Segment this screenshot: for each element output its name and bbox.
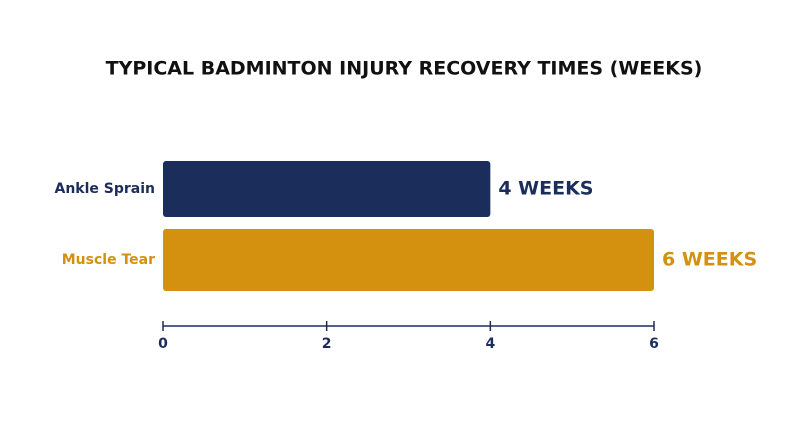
y-tick-label: Ankle Sprain	[54, 181, 155, 197]
y-tick-label: Muscle Tear	[62, 252, 155, 268]
bar	[163, 161, 491, 217]
bar	[163, 229, 654, 291]
x-tick-label: 0	[158, 336, 168, 352]
data-label: 4 WEEKS	[498, 178, 593, 200]
x-tick-label: 2	[322, 336, 332, 352]
chart-title: TYPICAL BADMINTON INJURY RECOVERY TIMES …	[106, 58, 703, 80]
x-tick-label: 4	[485, 336, 495, 352]
data-label: 6 WEEKS	[662, 249, 757, 271]
x-tick-label: 6	[649, 336, 659, 352]
